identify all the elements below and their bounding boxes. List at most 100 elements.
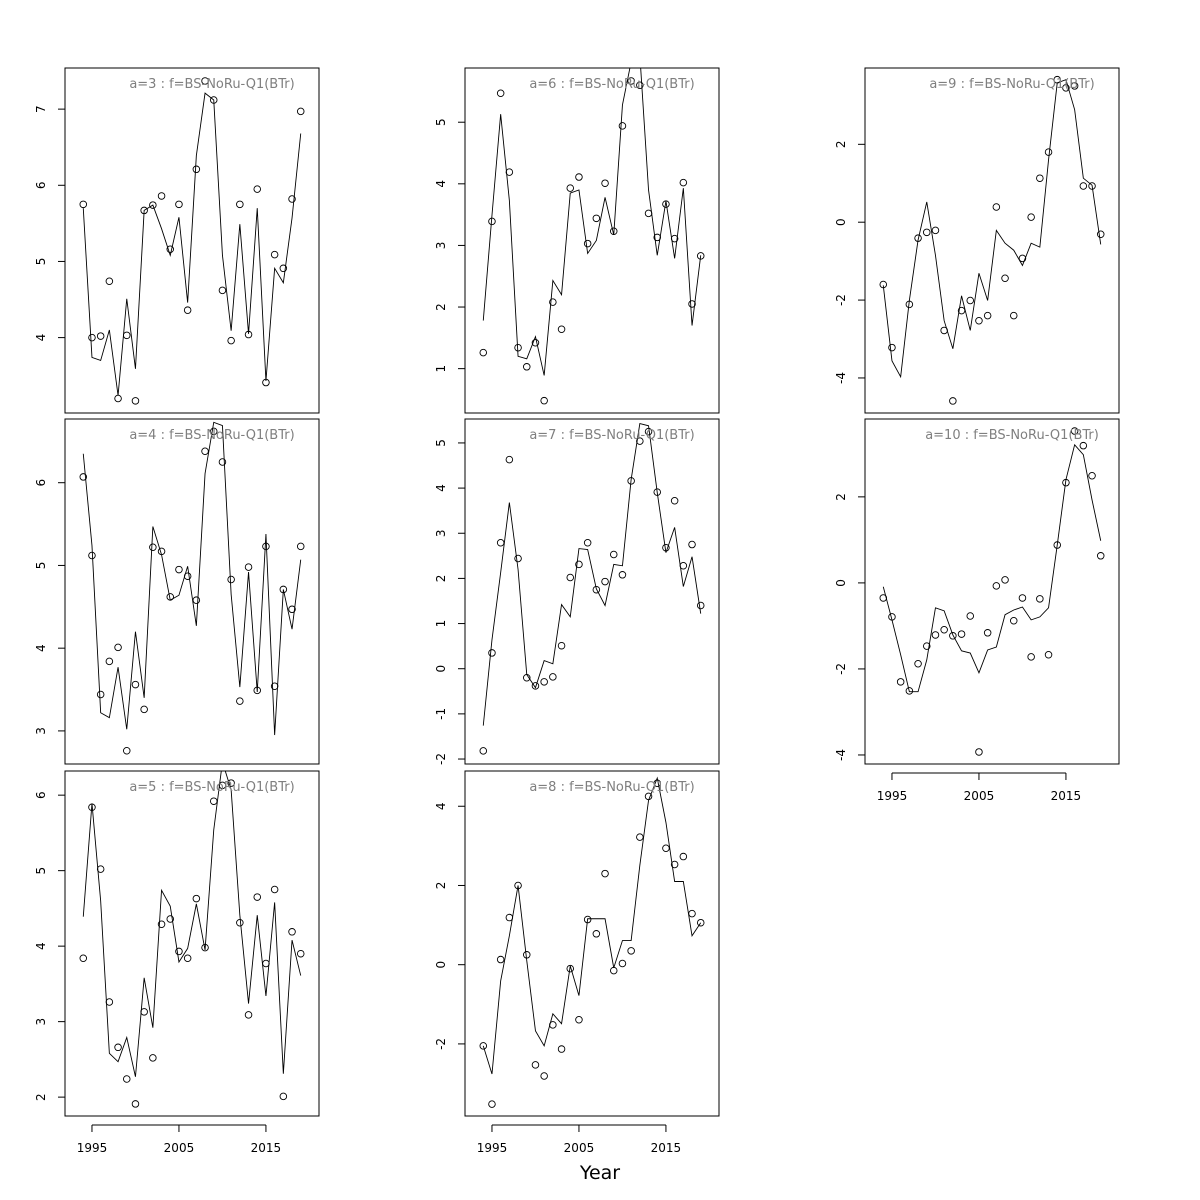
point xyxy=(949,632,957,640)
y-tick-label: 4 xyxy=(434,802,448,810)
point xyxy=(896,678,905,686)
point xyxy=(688,300,696,308)
y-tick-label: 2 xyxy=(834,493,848,501)
y-tick-label: 0 xyxy=(434,665,448,673)
point xyxy=(505,455,514,464)
point xyxy=(166,245,175,254)
plot-area xyxy=(879,427,1105,756)
point xyxy=(288,928,296,936)
point xyxy=(1027,213,1035,221)
point xyxy=(296,542,305,551)
point xyxy=(566,573,575,582)
point xyxy=(131,1100,140,1108)
y-tick-label: -2 xyxy=(434,1038,448,1050)
point xyxy=(636,833,644,841)
panel-frame xyxy=(64,67,320,414)
y-tick-label: 2 xyxy=(434,882,448,890)
plot-area xyxy=(79,77,305,405)
point xyxy=(279,264,288,273)
point xyxy=(149,543,157,551)
point xyxy=(966,612,975,620)
point xyxy=(279,1092,288,1101)
point xyxy=(592,585,601,594)
point xyxy=(253,185,261,193)
point xyxy=(662,200,670,208)
point xyxy=(218,286,227,295)
point xyxy=(557,1045,566,1053)
point xyxy=(549,298,557,306)
panel-title: a=9 : f=BS-NoRu-Q1(BTr) xyxy=(929,77,1094,92)
point xyxy=(1096,552,1105,560)
point xyxy=(79,473,88,481)
point xyxy=(531,339,540,347)
y-tick-label: 2 xyxy=(34,1093,48,1101)
point xyxy=(1096,230,1105,239)
point xyxy=(1009,311,1018,320)
point xyxy=(79,200,88,209)
y-tick-label: 6 xyxy=(34,791,48,799)
point xyxy=(183,954,192,962)
point xyxy=(557,641,566,650)
y-tick-label: 4 xyxy=(434,180,448,188)
panel: a=9 : f=BS-NoRu-Q1(BTr) -4 -2 0 2 xyxy=(834,67,1120,414)
point xyxy=(253,893,261,901)
panel: a=10 : f=BS-NoRu-Q1(BTr) -4 -2 0 2 1995 2005 20… xyxy=(834,418,1120,803)
panel-frame xyxy=(64,770,320,1117)
y-tick-label: 4 xyxy=(34,942,48,950)
point xyxy=(227,336,235,345)
y-tick-label: -2 xyxy=(834,294,848,306)
point xyxy=(227,575,235,584)
point xyxy=(592,214,601,223)
point xyxy=(566,964,575,973)
point xyxy=(583,538,592,547)
point xyxy=(149,201,157,209)
y-tick-label: -4 xyxy=(834,749,848,761)
point xyxy=(940,626,948,634)
point xyxy=(992,582,1001,590)
plot-area xyxy=(79,771,305,1108)
point xyxy=(105,277,114,285)
point xyxy=(175,565,183,574)
point xyxy=(140,705,148,714)
point xyxy=(1070,82,1079,90)
point xyxy=(575,1015,583,1024)
point xyxy=(244,563,253,571)
fitted-line xyxy=(482,422,702,726)
panel-frame xyxy=(464,418,720,765)
point xyxy=(531,1061,540,1069)
point xyxy=(1018,594,1027,602)
point xyxy=(96,332,105,340)
y-tick-label: 6 xyxy=(34,479,48,487)
x-axis-label: Year xyxy=(579,1162,620,1184)
point xyxy=(479,747,488,755)
point xyxy=(114,643,122,652)
point xyxy=(296,949,305,958)
y-tick-label: 4 xyxy=(34,334,48,342)
point xyxy=(1088,182,1096,190)
panel-title: a=7 : f=BS-NoRu-Q1(BTr) xyxy=(529,428,694,443)
y-tick-label: -2 xyxy=(434,753,448,765)
panel-title: a=3 : f=BS-NoRu-Q1(BTr) xyxy=(129,77,294,92)
point xyxy=(192,894,201,903)
y-tick-label: 7 xyxy=(34,105,48,113)
point xyxy=(270,885,279,894)
fitted-line xyxy=(82,421,302,736)
point xyxy=(696,918,705,927)
x-tick-label: 2005 xyxy=(564,1141,595,1155)
point xyxy=(105,657,114,666)
plot-area xyxy=(479,68,705,405)
point xyxy=(1001,274,1009,283)
panel-title: a=4 : f=BS-NoRu-Q1(BTr) xyxy=(129,428,294,443)
point xyxy=(479,1042,488,1050)
point xyxy=(923,642,931,650)
point xyxy=(696,252,705,260)
point xyxy=(236,697,244,705)
point xyxy=(1001,576,1009,584)
y-tick-label: 1 xyxy=(434,620,448,628)
point xyxy=(983,629,992,637)
point xyxy=(131,680,140,689)
point xyxy=(931,631,940,639)
point xyxy=(192,165,201,174)
y-tick-label: 6 xyxy=(34,181,48,189)
point xyxy=(1079,182,1088,190)
